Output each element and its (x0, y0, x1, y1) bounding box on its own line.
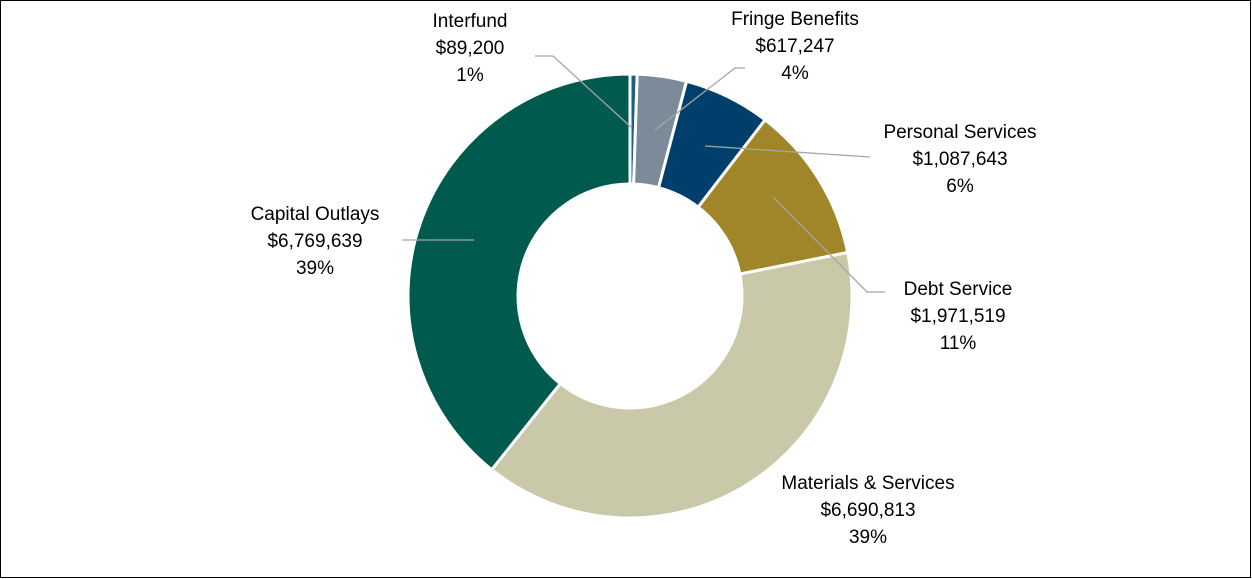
slice-label: Capital Outlays (251, 204, 380, 225)
labels: Interfund $89,200 1% Fringe Benefits $617,24… (251, 9, 1037, 548)
percent-label: 6% (946, 176, 974, 197)
leader-line (654, 67, 745, 131)
slice-label: Debt Service (904, 279, 1013, 300)
donut-slice (406, 72, 632, 472)
value-label: $1,971,519 (910, 306, 1005, 327)
percent-label: 39% (296, 258, 334, 279)
donut-slice (489, 250, 854, 520)
slice-label: Interfund (433, 11, 508, 32)
value-label: $617,247 (755, 36, 834, 57)
percent-label: 4% (781, 63, 809, 84)
percent-label: 39% (849, 527, 887, 548)
value-label: $6,769,639 (267, 231, 362, 252)
value-label: $1,087,643 (912, 149, 1007, 170)
value-label: $6,690,813 (820, 500, 915, 521)
slice-label: Fringe Benefits (731, 9, 859, 30)
slice-label: Personal Services (883, 122, 1036, 143)
percent-label: 11% (940, 333, 977, 354)
percent-label: 1% (456, 65, 484, 86)
value-label: $89,200 (436, 38, 505, 59)
leader-line (772, 196, 885, 293)
slice-label: Materials & Services (781, 473, 954, 494)
leader-line (535, 55, 633, 129)
leader-line (704, 145, 871, 158)
